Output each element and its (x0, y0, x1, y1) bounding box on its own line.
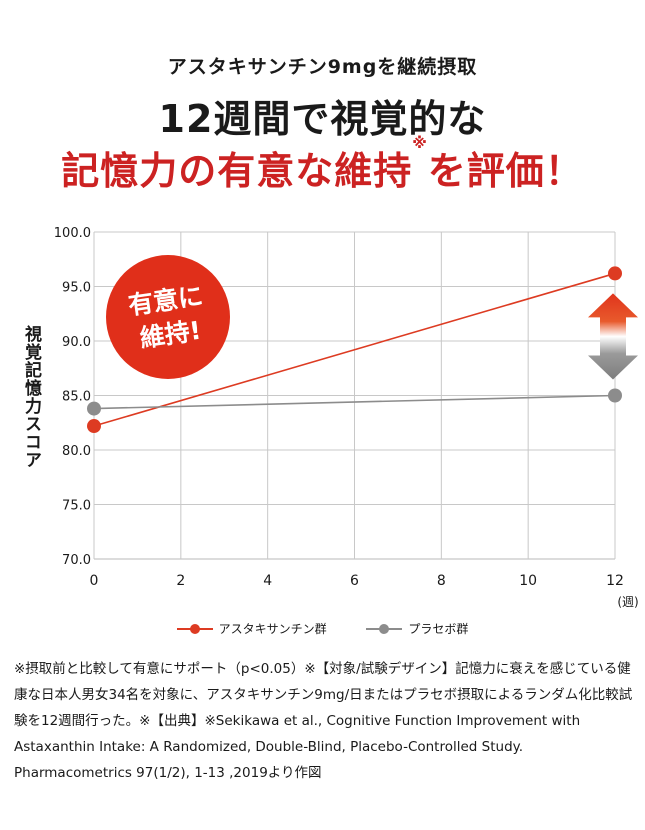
y-tick-label: 90.0 (62, 335, 91, 350)
x-tick-label: 12 (606, 573, 624, 589)
y-axis-label: 視覚記憶力スコア (21, 325, 41, 469)
legend-item-astaxanthin: アスタキサンチン群 (176, 620, 327, 637)
y-tick-label: 100.0 (54, 226, 91, 241)
legend: アスタキサンチン群 プラセボ群 (0, 620, 645, 638)
legend-label-astaxanthin: アスタキサンチン群 (218, 622, 327, 636)
x-tick-labels: 0 2 4 6 8 10 12 (90, 573, 624, 589)
headline-note-mark: ※ (412, 134, 428, 152)
data-point-placebo (87, 401, 101, 416)
data-point-astaxanthin (87, 419, 101, 434)
x-tick-label: 0 (90, 573, 99, 589)
data-point-astaxanthin (608, 266, 622, 281)
subtitle: アスタキサンチン9mgを継続摂取 (167, 56, 478, 78)
legend-swatch-astaxanthin (176, 623, 213, 635)
y-tick-label: 80.0 (62, 444, 91, 459)
headline: 12週間で視覚的な (158, 97, 487, 141)
series-lines (93, 272, 616, 427)
headline-red-end: を評価！ (427, 149, 584, 193)
x-tick-label: 10 (519, 573, 537, 589)
difference-arrow (588, 293, 638, 380)
y-tick-label: 85.0 (62, 390, 91, 405)
legend-label-placebo: プラセボ群 (408, 622, 469, 636)
series-line-placebo (93, 394, 616, 410)
legend-item-placebo: プラセボ群 (366, 620, 468, 637)
arrow-up-shape (588, 293, 638, 337)
headline-red: 記憶力の有意な維持※を評価！ (0, 134, 645, 195)
badge-circle (106, 255, 230, 379)
x-tick-label: 6 (350, 573, 359, 589)
arrow-down-shape (588, 336, 638, 380)
series-line-astaxanthin (93, 272, 616, 427)
legend-swatch-placebo (366, 623, 403, 635)
y-tick-labels: 70.0 75.0 80.0 85.0 90.0 95.0 100.0 (54, 226, 91, 568)
x-tick-label: 2 (176, 573, 185, 589)
y-tick-label: 95.0 (62, 281, 91, 296)
footnote: ※摂取前と比較して有意にサポート（p<0.05）※【対象/試験デザイン】記憶力に… (14, 661, 633, 781)
x-axis-unit: (週) (617, 595, 638, 609)
y-tick-label: 75.0 (62, 499, 91, 514)
data-point-placebo (608, 388, 622, 403)
series-points (87, 266, 622, 434)
headline-red-text: 記憶力の有意な維持 (61, 149, 413, 193)
x-tick-label: 4 (263, 573, 272, 589)
x-tick-label: 8 (437, 573, 446, 589)
y-tick-label: 70.0 (62, 553, 91, 568)
